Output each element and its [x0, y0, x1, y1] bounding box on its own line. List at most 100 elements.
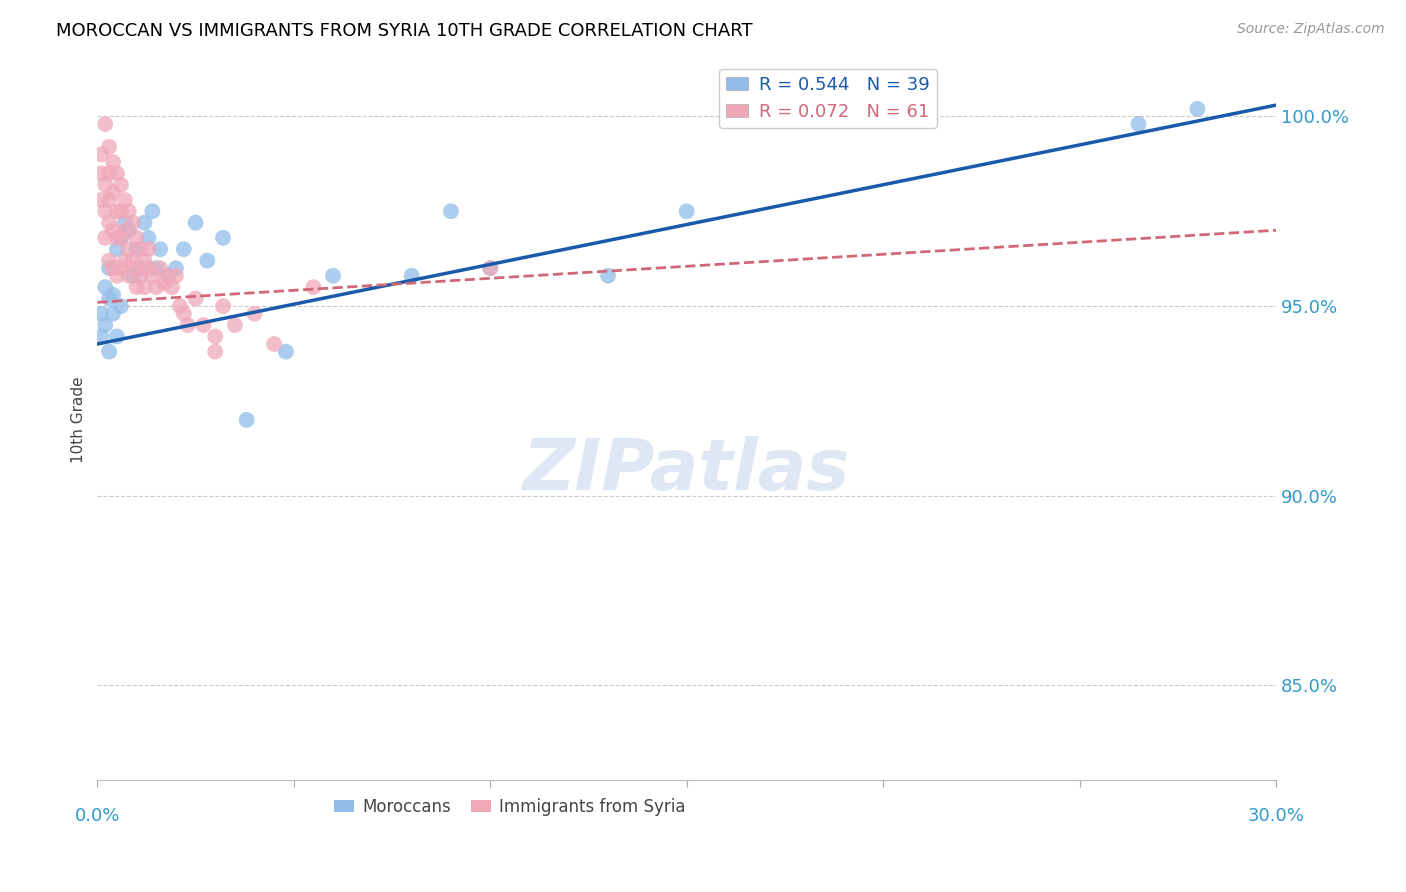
Point — [98, 344, 121, 359]
Point — [177, 318, 200, 332]
Point — [129, 268, 152, 283]
Point — [105, 329, 128, 343]
Point — [94, 280, 117, 294]
Point — [165, 268, 187, 283]
Point — [105, 231, 128, 245]
Point — [98, 292, 121, 306]
Point — [105, 166, 128, 180]
Point — [134, 253, 156, 268]
Point — [94, 318, 117, 332]
Point — [149, 242, 172, 256]
Y-axis label: 10th Grade: 10th Grade — [72, 376, 86, 463]
Point — [153, 277, 176, 291]
Point — [149, 261, 172, 276]
Point — [141, 204, 163, 219]
Point — [1128, 117, 1150, 131]
Point — [114, 253, 136, 268]
Point — [90, 193, 112, 207]
Point — [145, 280, 167, 294]
Point — [101, 223, 124, 237]
Point — [98, 166, 121, 180]
Point — [173, 242, 195, 256]
Point — [169, 299, 191, 313]
Point — [224, 318, 246, 332]
Text: MOROCCAN VS IMMIGRANTS FROM SYRIA 10TH GRADE CORRELATION CHART: MOROCCAN VS IMMIGRANTS FROM SYRIA 10TH G… — [56, 22, 752, 40]
Point — [121, 268, 143, 283]
Point — [596, 268, 619, 283]
Point — [110, 231, 132, 245]
Point — [129, 261, 152, 276]
Point — [302, 280, 325, 294]
Point — [90, 166, 112, 180]
Point — [479, 261, 502, 276]
Point — [212, 299, 235, 313]
Point — [401, 268, 423, 283]
Point — [235, 413, 257, 427]
Text: 0.0%: 0.0% — [75, 806, 120, 825]
Point — [90, 307, 112, 321]
Point — [479, 261, 502, 276]
Point — [125, 261, 148, 276]
Text: Source: ZipAtlas.com: Source: ZipAtlas.com — [1237, 22, 1385, 37]
Point — [138, 242, 160, 256]
Point — [101, 155, 124, 169]
Point — [204, 344, 226, 359]
Legend: Moroccans, Immigrants from Syria: Moroccans, Immigrants from Syria — [328, 791, 693, 822]
Point — [98, 140, 121, 154]
Point — [184, 292, 207, 306]
Point — [193, 318, 215, 332]
Point — [243, 307, 266, 321]
Point — [101, 261, 124, 276]
Point — [114, 216, 136, 230]
Point — [94, 204, 117, 219]
Point — [160, 280, 183, 294]
Point — [138, 261, 160, 276]
Point — [212, 231, 235, 245]
Point — [195, 253, 218, 268]
Point — [110, 299, 132, 313]
Text: 30.0%: 30.0% — [1247, 806, 1305, 825]
Point — [141, 268, 163, 283]
Point — [145, 261, 167, 276]
Point — [118, 223, 141, 237]
Point — [125, 242, 148, 256]
Point — [134, 216, 156, 230]
Point — [114, 193, 136, 207]
Point — [101, 287, 124, 301]
Point — [98, 261, 121, 276]
Point — [94, 117, 117, 131]
Point — [118, 204, 141, 219]
Point — [98, 253, 121, 268]
Point — [134, 280, 156, 294]
Point — [184, 216, 207, 230]
Point — [90, 329, 112, 343]
Point — [110, 204, 132, 219]
Point — [165, 261, 187, 276]
Point — [90, 147, 112, 161]
Point — [105, 268, 128, 283]
Point — [94, 231, 117, 245]
Point — [94, 178, 117, 192]
Point — [129, 242, 152, 256]
Point — [121, 216, 143, 230]
Point — [263, 337, 285, 351]
Point — [274, 344, 297, 359]
Point — [110, 231, 132, 245]
Point — [138, 231, 160, 245]
Point — [118, 268, 141, 283]
Point — [125, 231, 148, 245]
Point — [157, 268, 180, 283]
Point — [675, 204, 697, 219]
Point — [105, 242, 128, 256]
Point — [98, 193, 121, 207]
Point — [1187, 102, 1209, 116]
Point — [118, 242, 141, 256]
Point — [101, 186, 124, 200]
Point — [322, 268, 344, 283]
Point — [105, 204, 128, 219]
Point — [440, 204, 463, 219]
Point — [114, 223, 136, 237]
Point — [157, 268, 180, 283]
Point — [121, 253, 143, 268]
Point — [101, 307, 124, 321]
